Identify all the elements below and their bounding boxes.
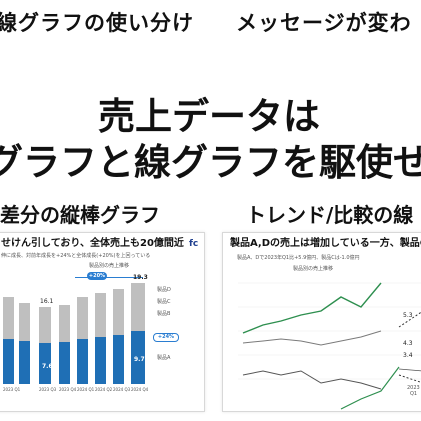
value-label-blue-a: 7.6 — [42, 363, 53, 370]
right-section-label: トレンド/比較の線 — [246, 203, 414, 227]
x-tick: 2023 Q4 — [59, 387, 77, 392]
bar-blue — [59, 342, 70, 384]
left-section-label: 差分の縦棒グラフ — [0, 203, 160, 227]
bar-blue — [39, 343, 51, 384]
right-slide-thumbnail: 製品A,Dの売上は増加している一方、製品Cは苦 製品A、Dで2023年Q1比+5… — [222, 232, 421, 412]
right-slide-heading: 製品A,Dの売上は増加している一方、製品Cは苦 — [230, 238, 421, 249]
banner-right-text: メッセージが変わ — [236, 11, 412, 35]
left-slide-thumbnail: せけん引しており、全体売上も20億間近 fc 伸に成長、対前年成長を+24%と全… — [0, 232, 205, 412]
bar-gray — [59, 305, 70, 342]
bar-gray — [95, 293, 106, 337]
right-chart-caption: 製品別の売上推移 — [293, 266, 334, 272]
x-tick: 2024 Q3 — [113, 387, 131, 392]
bar-gray — [19, 303, 30, 341]
growth-bracket — [75, 277, 143, 278]
growth-badge-overall: +20% — [87, 272, 107, 280]
legend-item: 製品B — [157, 311, 171, 317]
bar-blue — [113, 335, 124, 384]
logo-icon: fc — [189, 239, 199, 249]
left-chart-caption: 製品別の売上推移 — [89, 263, 130, 269]
bar-gray — [77, 297, 88, 339]
value-label-mid-total: 16.1 — [40, 298, 54, 305]
value-label-blue-b: 9.7 — [134, 356, 145, 363]
x-axis-quarter: Q1 — [410, 391, 418, 397]
value-label-upper: 5.3 — [403, 312, 413, 319]
bar-gray — [39, 307, 51, 343]
bar-gray — [113, 289, 124, 335]
x-axis-year: 2023 — [407, 385, 420, 391]
top-banner: 線グラフの使い分け メッセージが変わ — [0, 0, 421, 46]
bar-gray — [131, 283, 145, 331]
x-tick: 2024 Q1 — [77, 387, 95, 392]
line-chart — [238, 282, 421, 410]
value-label-low: 3.4 — [403, 352, 413, 359]
x-tick: 2023 Q1 — [3, 387, 21, 392]
title-line-2: グラフと線グラフを駆使せ — [0, 141, 421, 184]
legend-item: 製品D — [157, 287, 171, 293]
legend-item: 製品C — [157, 299, 171, 305]
title-line-1: 売上データは — [98, 95, 320, 138]
x-tick: 2024 Q4 — [131, 387, 149, 392]
value-label-mid: 4.3 — [403, 340, 413, 347]
right-slide-bullet: 製品A、Dで2023年Q1比+5.9億円、製品Cは-1.0億円 — [237, 255, 360, 261]
x-tick: 2023 Q3 — [39, 387, 57, 392]
bar-blue — [131, 331, 145, 384]
bar-blue — [19, 341, 30, 384]
legend-item: 製品A — [157, 355, 171, 361]
banner-left-text: 線グラフの使い分け — [0, 11, 194, 35]
x-tick: 2024 Q2 — [95, 387, 113, 392]
bar-blue — [95, 337, 106, 384]
bar-blue — [3, 339, 14, 384]
left-slide-subtext: 伸に成長、対前年成長を+24%と全体成長(+20%)を上回っている — [1, 253, 151, 259]
growth-badge-product-a: +24% — [153, 333, 179, 342]
left-slide-heading: せけん引しており、全体売上も20億間近 — [1, 238, 184, 249]
bar-blue — [77, 339, 88, 384]
value-label-total: 19.3 — [133, 274, 148, 281]
bar-gray — [3, 297, 14, 339]
